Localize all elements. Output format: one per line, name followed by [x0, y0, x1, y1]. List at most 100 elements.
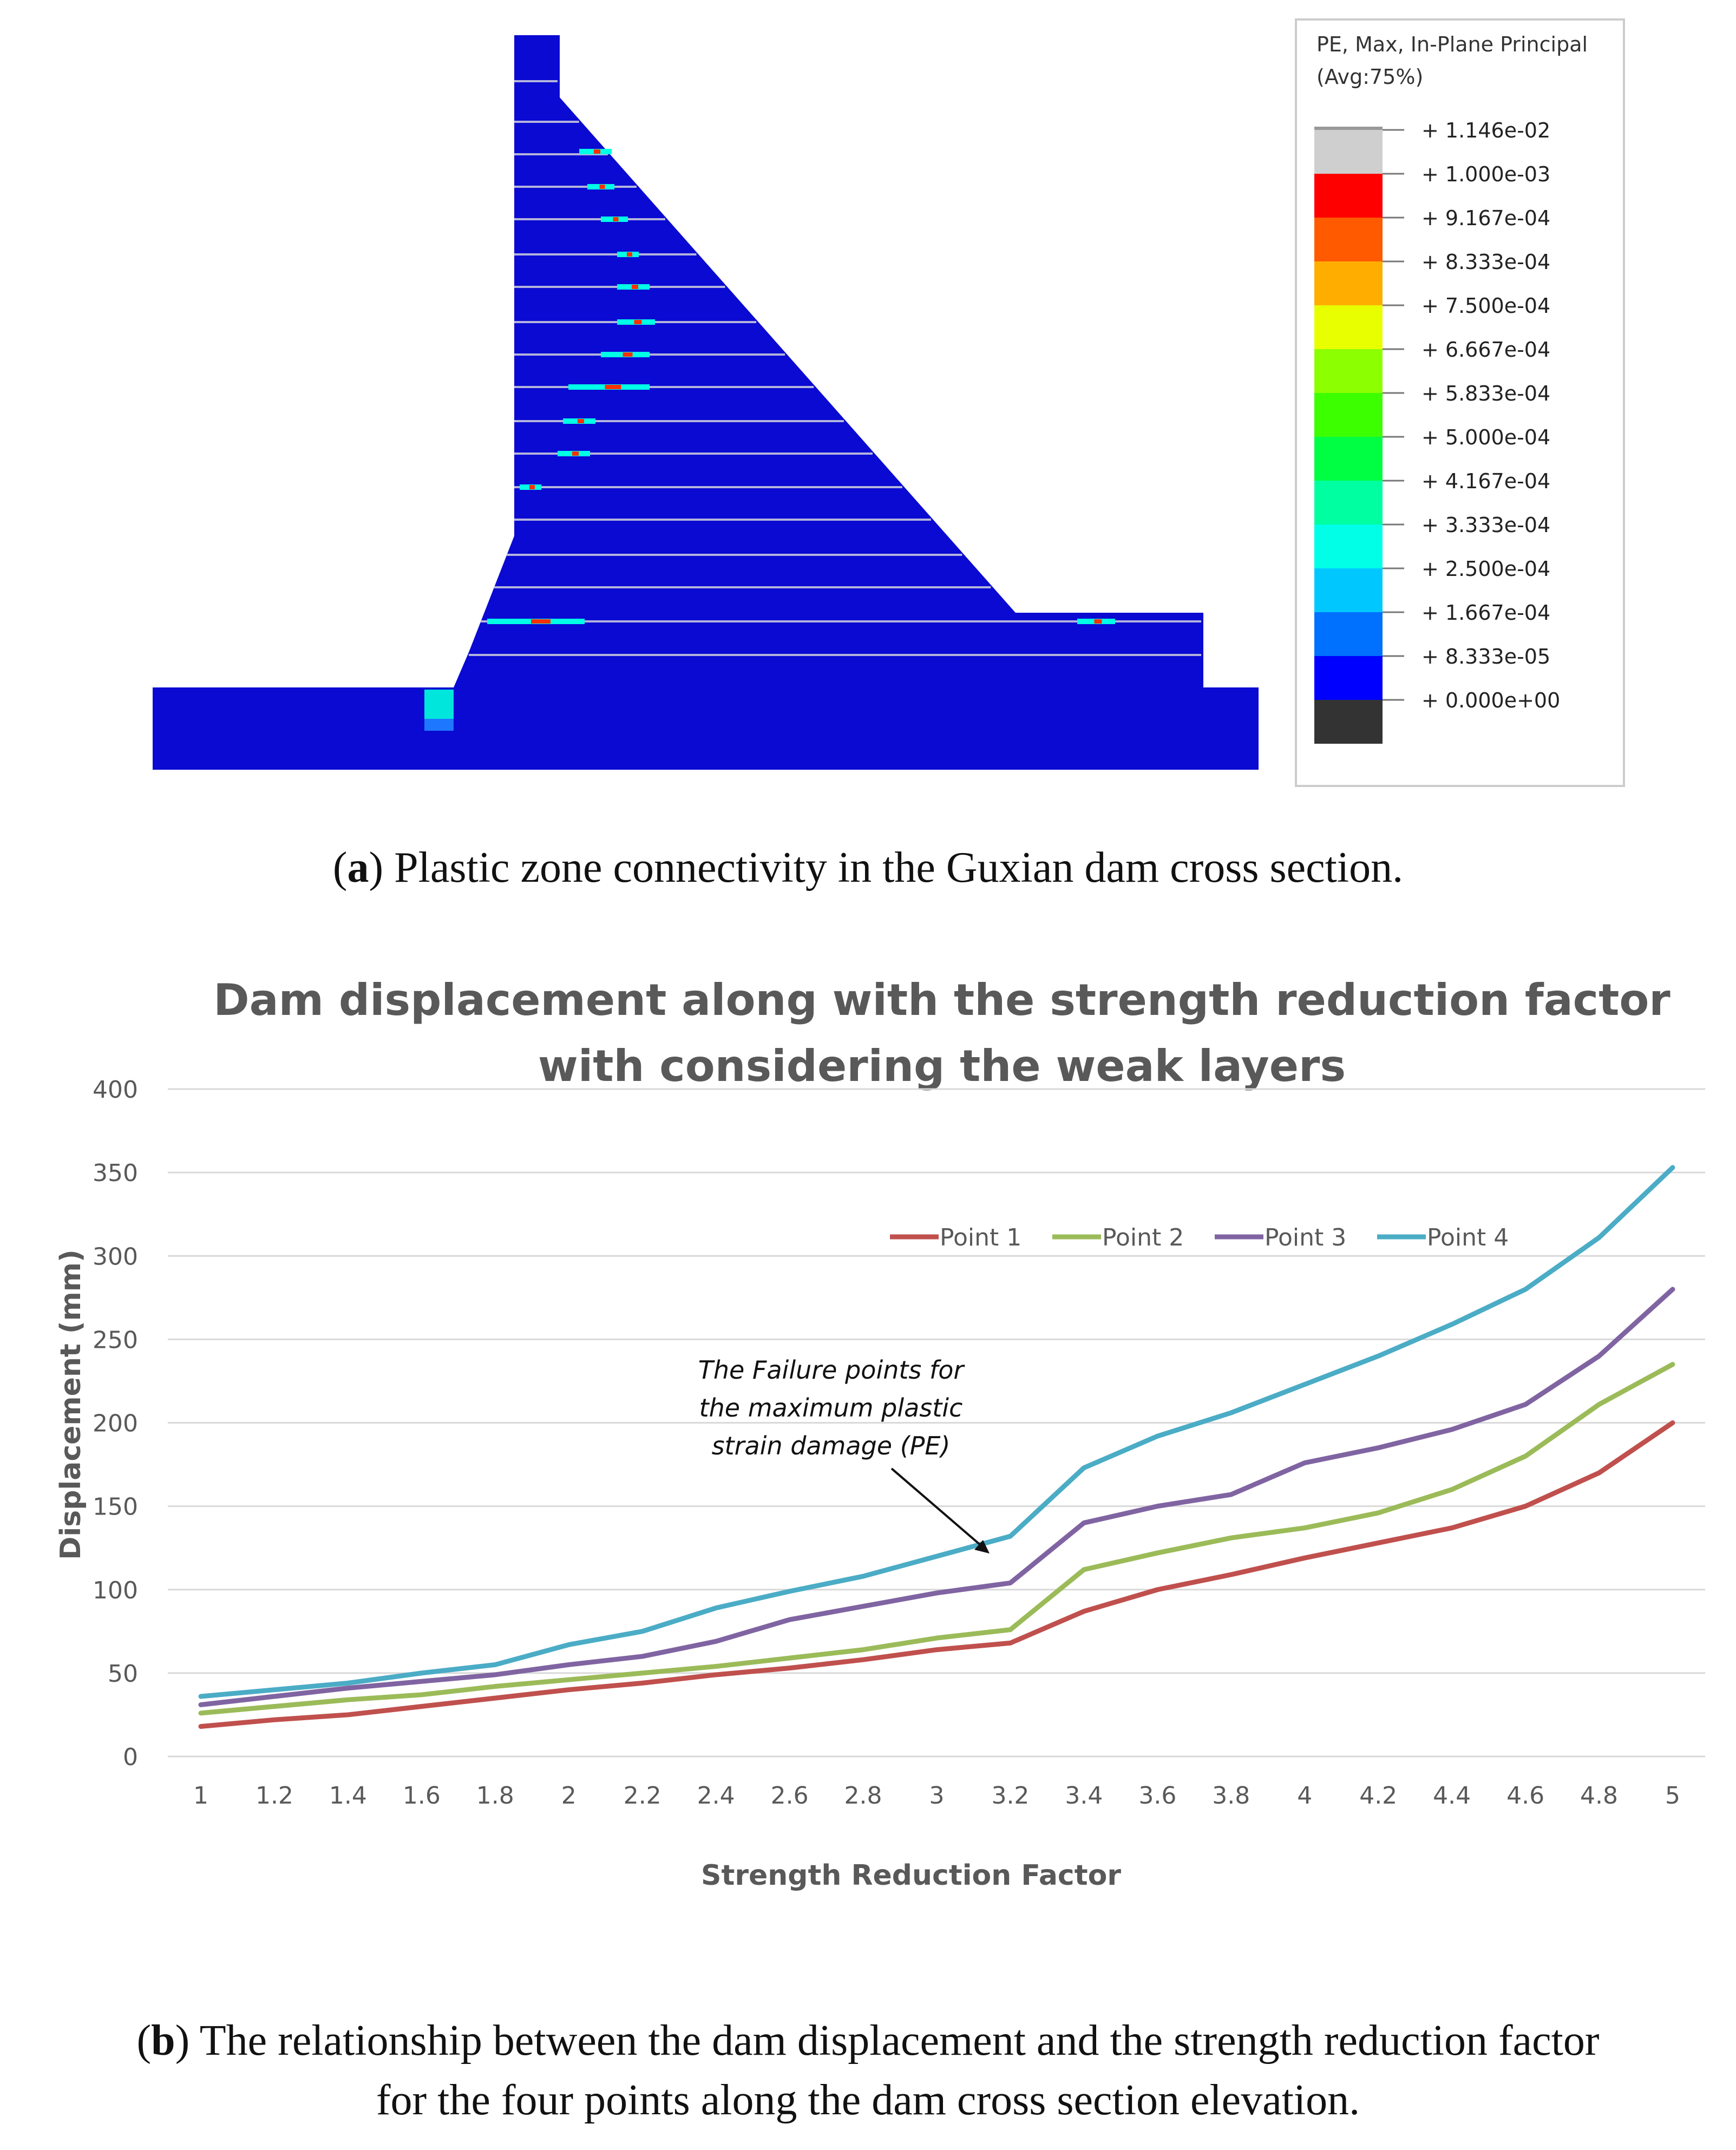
annotation-arrow-shaft [890, 1467, 982, 1546]
x-axis-label: Strength Reduction Factor [701, 1859, 1121, 1892]
caption-b-second-line: for the four points along the dam cross … [0, 2070, 1736, 2130]
displacement-chart: Dam displacement along with the strength… [55, 975, 1705, 1892]
x-tick-label: 5 [1665, 1782, 1680, 1810]
plastic-streak-core [627, 252, 632, 257]
legend-swatch [1314, 174, 1383, 218]
legend-label: + 8.333e-04 [1421, 250, 1550, 274]
series-line-point-3 [198, 1287, 1675, 1707]
x-tick-label: 3.4 [1065, 1782, 1103, 1810]
x-tick-label: 4.2 [1359, 1782, 1397, 1810]
plastic-streak-core [572, 451, 579, 456]
plastic-streak-core [634, 320, 642, 324]
caption-a-text: Plastic zone connectivity in the Guxian … [394, 844, 1404, 892]
x-tick-label: 2.4 [697, 1782, 735, 1810]
series-line-point-1 [198, 1420, 1675, 1729]
legend-label: + 1.000e-03 [1421, 162, 1550, 186]
annotation-line3: strain damage (PE) [712, 1431, 951, 1460]
x-tick-label: 4.8 [1580, 1782, 1618, 1810]
legend-label-3: Point 3 [1265, 1224, 1346, 1251]
legend-label: + 5.000e-04 [1421, 425, 1550, 449]
legend-swatch [1314, 481, 1383, 525]
dam-cross-section [153, 35, 1259, 770]
legend-swatch [1314, 437, 1383, 481]
chart-title-line2: with considering the weak layers [538, 1041, 1346, 1091]
plastic-zone-spots [424, 149, 1115, 731]
legend-label: + 3.333e-04 [1421, 513, 1550, 537]
legend-label-1: Point 1 [940, 1224, 1021, 1251]
series-line-point-4 [198, 1165, 1675, 1699]
legend-title-line2: (Avg:75%) [1316, 65, 1423, 89]
x-tick-label: 3 [929, 1782, 945, 1810]
legend-label: + 8.333e-05 [1421, 645, 1550, 668]
plastic-streak-core [605, 385, 621, 389]
x-tick-label: 1 [193, 1782, 208, 1810]
contour-legend: PE, Max, In-Plane Principal (Avg:75%) + … [1295, 18, 1625, 787]
x-tick-label: 3.2 [991, 1782, 1029, 1810]
dam-body [454, 35, 1203, 687]
legend-title-line1: PE, Max, In-Plane Principal [1316, 32, 1588, 56]
x-tick-label: 3.8 [1212, 1782, 1250, 1810]
caption-b-label: b [151, 2017, 175, 2064]
caption-a: (a) Plastic zone connectivity in the Gux… [332, 844, 1404, 892]
annotation-line2: the maximum plastic [699, 1393, 963, 1423]
x-tick-label: 4.4 [1433, 1782, 1471, 1810]
caption-b-line2: for the four points along the dam cross … [376, 2076, 1360, 2124]
y-tick-label: 150 [93, 1493, 138, 1521]
legend-swatch [1314, 568, 1383, 612]
y-tick-label: 100 [93, 1577, 138, 1604]
gridlines [168, 1088, 1705, 1758]
legend-label: + 7.500e-04 [1421, 294, 1550, 318]
legend-swatch [1314, 261, 1383, 305]
plastic-streak-core [613, 217, 619, 221]
plastic-streak-core [578, 419, 584, 423]
plastic-streak-core [599, 185, 605, 189]
legend-label: + 1.146e-02 [1421, 119, 1550, 142]
legend-label: + 0.000e+00 [1421, 689, 1560, 712]
y-tick-label: 200 [93, 1410, 138, 1438]
x-tick-label: 2.8 [844, 1782, 882, 1810]
legend-label: + 2.500e-04 [1421, 557, 1550, 581]
plastic-streak-core [632, 285, 638, 289]
legend-swatches: + 1.146e-02 + 1.000e-03 + 9.167e-04 + 8.333… [1314, 119, 1560, 744]
y-axis-label: Displacement (mm) [55, 1249, 87, 1560]
legend-label: + 6.667e-04 [1421, 338, 1550, 362]
legend-label: + 5.833e-04 [1421, 382, 1550, 405]
x-tick-label: 3.6 [1138, 1782, 1176, 1810]
legend-swatch [1314, 218, 1383, 261]
legend-swatch [1314, 305, 1383, 349]
caption-a-label: a [347, 844, 369, 892]
y-tick-label: 400 [93, 1076, 138, 1104]
legend-swatch [1314, 349, 1383, 393]
dam-foundation [153, 687, 1259, 770]
cyan-plastic-block [424, 690, 454, 719]
legend-swatch [1314, 130, 1383, 174]
legend-label: + 4.167e-04 [1421, 469, 1550, 493]
y-tick-label: 50 [108, 1660, 138, 1688]
chart-title-line1: Dam displacement along with the strength… [213, 975, 1671, 1025]
plastic-streak-core [531, 619, 551, 624]
annotation-arrowhead [974, 1540, 990, 1553]
y-tick-label: 300 [93, 1243, 138, 1270]
x-tick-label: 2 [561, 1782, 577, 1810]
caption-b-line1: The relationship between the dam displac… [199, 2017, 1600, 2064]
legend-swatch [1314, 656, 1383, 700]
y-tick-label: 350 [93, 1159, 138, 1187]
chart-legend: Point 1 Point 2 Point 3 Point 4 [890, 1224, 1509, 1251]
caption-b: (b) The relationship between the dam dis… [136, 2017, 1600, 2064]
annotation-line1: The Failure points for [698, 1355, 966, 1385]
x-tick-label: 1.4 [329, 1782, 367, 1810]
legend-label: + 1.667e-04 [1421, 601, 1550, 625]
legend-label-4: Point 4 [1427, 1224, 1509, 1251]
x-tick-label: 1.6 [403, 1782, 441, 1810]
failure-annotation: The Failure points for the maximum plast… [698, 1355, 990, 1553]
legend-swatch [1314, 393, 1383, 437]
series-lines [198, 1165, 1675, 1729]
y-tick-label: 0 [123, 1743, 138, 1771]
y-tick-label: 250 [93, 1326, 138, 1354]
plastic-streak-core [623, 352, 633, 357]
legend-top-band [1314, 127, 1383, 130]
legend-label-2: Point 2 [1102, 1224, 1184, 1251]
legend-swatch [1314, 700, 1383, 744]
x-tick-label: 4.6 [1506, 1782, 1544, 1810]
legend-swatch [1314, 525, 1383, 568]
